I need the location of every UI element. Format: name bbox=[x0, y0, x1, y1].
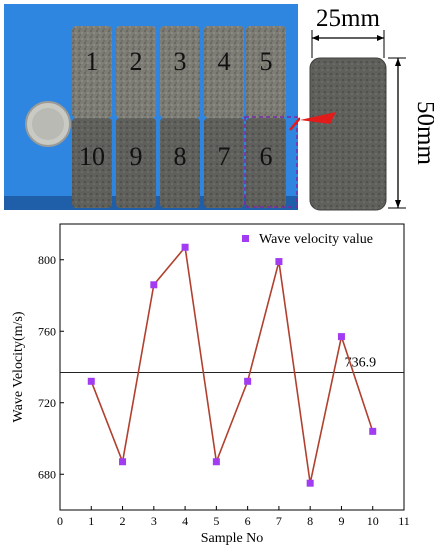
data-point-1 bbox=[87, 377, 95, 385]
photo-label-2: 2 bbox=[130, 47, 143, 76]
y-axis-label: Wave Velocity(m/s) bbox=[11, 311, 26, 422]
y-tick-label: 800 bbox=[38, 253, 56, 267]
specimens-photo-svg: 1 10 2 9 3 8 4 7 5 6 bbox=[4, 4, 301, 210]
cylinder-bottom-6 bbox=[246, 118, 286, 208]
arrow-up-icon bbox=[395, 58, 401, 66]
data-point-8 bbox=[306, 479, 314, 487]
data-point-7 bbox=[275, 258, 283, 266]
cylinder-bottom-8 bbox=[160, 118, 200, 208]
photo-label-4: 4 bbox=[218, 47, 231, 76]
plot-frame bbox=[59, 223, 405, 511]
x-tick-label: 9 bbox=[338, 514, 344, 528]
specimen-svg: 25mm 50mm bbox=[300, 5, 434, 211]
series-line bbox=[90, 245, 374, 484]
mean-reference-label: 736.9 bbox=[345, 356, 377, 371]
data-point-4 bbox=[181, 243, 189, 251]
x-tick-label: 2 bbox=[120, 514, 126, 528]
y-tick-label: 720 bbox=[38, 396, 56, 410]
x-tick-label: 4 bbox=[182, 514, 188, 528]
arrow-left-icon bbox=[312, 35, 319, 41]
data-point-6 bbox=[244, 377, 252, 385]
x-tick-label: 10 bbox=[367, 514, 379, 528]
cylinder-bottom-7 bbox=[204, 118, 244, 208]
legend-marker bbox=[242, 235, 249, 242]
photo-label-1: 1 bbox=[86, 47, 99, 76]
arrow-head-icon bbox=[300, 112, 336, 124]
highlight-arrow bbox=[289, 117, 301, 131]
photo-label-5: 5 bbox=[260, 47, 273, 76]
y-axis: 680 720 760 800 bbox=[38, 253, 64, 481]
photo-label-10: 10 bbox=[79, 142, 105, 171]
photo-label-7: 7 bbox=[218, 142, 231, 171]
x-tick-label: 0 bbox=[57, 514, 63, 528]
x-tick-label: 3 bbox=[151, 514, 157, 528]
photo-label-9: 9 bbox=[130, 142, 143, 171]
height-label: 50mm bbox=[412, 101, 434, 165]
x-tick-label: 7 bbox=[276, 514, 282, 528]
x-axis: 0 1 2 3 4 5 6 7 8 9 10 11 bbox=[57, 506, 410, 528]
photo-label-6: 6 bbox=[260, 142, 273, 171]
arrow-right-icon bbox=[377, 35, 384, 41]
wave-velocity-chart: 0 1 2 3 4 5 6 7 8 9 10 11 680 720 760 800 736.9 Wave v… bbox=[0, 216, 434, 550]
cylinder-group: 1 10 2 9 3 8 4 7 5 6 bbox=[72, 26, 286, 208]
x-tick-label: 1 bbox=[88, 514, 94, 528]
cylinder-specimen bbox=[309, 57, 387, 211]
data-point-9 bbox=[337, 333, 345, 341]
photo-label-3: 3 bbox=[174, 47, 187, 76]
chart-svg: 0 1 2 3 4 5 6 7 8 9 10 11 680 720 760 800 736.9 Wave v… bbox=[11, 223, 410, 546]
y-tick-label: 760 bbox=[38, 324, 56, 338]
arrow-down-icon bbox=[395, 200, 401, 208]
x-tick-label: 11 bbox=[398, 514, 410, 528]
photo-label-8: 8 bbox=[174, 142, 187, 171]
cylinder-top-5 bbox=[246, 26, 286, 118]
cylinder-top-3 bbox=[160, 26, 200, 118]
cylinder-bottom-10 bbox=[72, 118, 112, 208]
legend-label: Wave velocity value bbox=[259, 232, 373, 247]
cylinder-top-4 bbox=[204, 26, 244, 118]
highlight-box bbox=[244, 116, 298, 208]
data-point-2 bbox=[119, 458, 127, 466]
cylinder-bottom-9 bbox=[116, 118, 156, 208]
cylinder-top-1 bbox=[72, 26, 112, 118]
cylinder-top-2 bbox=[116, 26, 156, 118]
data-point-3 bbox=[150, 281, 158, 289]
series-markers bbox=[87, 243, 377, 487]
x-axis-label: Sample No bbox=[201, 531, 264, 546]
x-tick-label: 8 bbox=[307, 514, 313, 528]
disc-specimen-face bbox=[32, 108, 64, 140]
data-point-10 bbox=[369, 427, 377, 435]
width-label: 25mm bbox=[316, 5, 380, 32]
y-tick-label: 680 bbox=[38, 467, 56, 481]
specimens-photo: 1 10 2 9 3 8 4 7 5 6 bbox=[0, 0, 301, 214]
specimen-dimension-panel: 25mm 50mm bbox=[300, 0, 434, 214]
x-tick-label: 5 bbox=[213, 514, 219, 528]
data-point-5 bbox=[212, 458, 220, 466]
x-tick-label: 6 bbox=[245, 514, 251, 528]
